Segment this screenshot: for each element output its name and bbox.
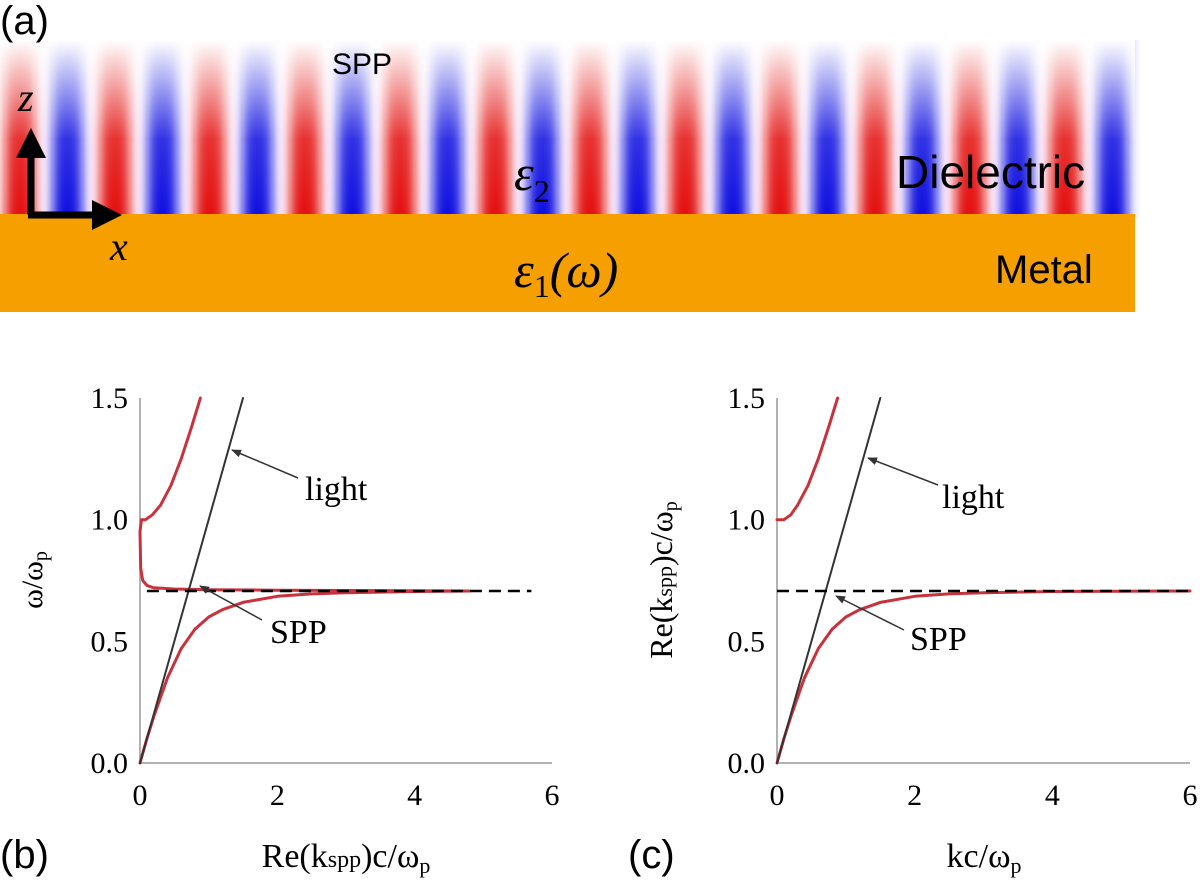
x-tick-label-c: 2 xyxy=(907,779,922,812)
spp-label-c: SPP xyxy=(910,621,967,658)
panel-b: 0.0 0.5 1.0 1.5 0 2 4 6 light SPP ω/ωp Re(kspp)… xyxy=(0,382,560,878)
panel-b-label: (b) xyxy=(0,833,49,877)
axes-arrows xyxy=(16,128,122,230)
field-fade xyxy=(0,40,1135,220)
spp-curve-c xyxy=(775,396,840,522)
spp-curve-b xyxy=(138,589,472,765)
panel-b-axes xyxy=(139,398,552,764)
y-tick-label-b: 1.0 xyxy=(91,504,129,537)
x-tick-label-b: 6 xyxy=(545,779,560,812)
panel-a: (a) SPP z x ε2 Dielectric ε1(ω) Metal xyxy=(0,0,1135,312)
light-arrow-b xyxy=(231,449,299,479)
panel-b-curves xyxy=(138,396,532,765)
panel-c-curves xyxy=(775,396,1192,765)
light-label-c: light xyxy=(942,479,1005,516)
x-tick-label-b: 4 xyxy=(407,779,422,812)
spp-label-b: SPP xyxy=(270,614,327,651)
light-line-b xyxy=(139,397,244,764)
panel-c-label: (c) xyxy=(628,833,675,877)
spp-wave-label: SPP xyxy=(332,48,392,81)
panel-c: 0.00.51.01.50 2 4 6 light SPP Re(kspp)c/ωp … xyxy=(628,382,1198,878)
x-tick-label-c: 6 xyxy=(1183,779,1198,812)
y-tick-label-c: 1.0 xyxy=(728,504,766,537)
spp-curve-b xyxy=(138,396,472,593)
epsilon-1-label: ε1(ω) xyxy=(514,242,618,304)
x-tick-label-c: 4 xyxy=(1045,779,1060,812)
panel-b-tick-labels: 0.0 0.5 1.0 1.5 0 2 4 6 xyxy=(91,382,560,812)
panel-c-ylabel: Re(kspp)c/ωp xyxy=(643,501,682,659)
y-tick-label-c: 0.5 xyxy=(728,625,766,658)
panel-a-label: (a) xyxy=(0,0,49,43)
panel-c-tick-labels: 0.0 0.5 1.0 1.5 0 2 4 6 xyxy=(728,382,1198,812)
y-tick-label-b: 1.5 xyxy=(91,382,129,415)
panel-c-axes xyxy=(776,398,1190,764)
y-tick-label-b: 0.0 xyxy=(91,747,129,780)
epsilon-2-label: ε2 xyxy=(514,145,550,209)
y-tick-label-c: 1.5 xyxy=(728,382,766,415)
light-line-c xyxy=(776,397,882,764)
panel-b-xlabel: Re(kspp)c/ωp xyxy=(262,838,431,878)
y-tick-label-b: 0.5 xyxy=(91,625,129,658)
dielectric-label: Dielectric xyxy=(896,146,1085,198)
y-tick-label-c: 0.0 xyxy=(728,747,766,780)
z-axis-label: z xyxy=(17,75,34,120)
light-arrow-c xyxy=(867,457,939,486)
panel-c-xlabel: kc/ωp xyxy=(947,838,1022,878)
metal-label: Metal xyxy=(995,248,1093,292)
panel-b-ylabel: ω/ωp xyxy=(16,551,52,609)
metal-slab xyxy=(0,214,1135,312)
spp-arrow-c xyxy=(835,595,905,631)
light-label-b: light xyxy=(305,471,368,508)
x-tick-label-c: 0 xyxy=(770,779,785,812)
spp-curve-c xyxy=(775,589,1192,765)
x-tick-label-b: 2 xyxy=(270,779,285,812)
x-axis-label: x xyxy=(109,224,128,269)
x-tick-label-b: 0 xyxy=(133,779,148,812)
spp-arrow-b xyxy=(199,585,263,621)
